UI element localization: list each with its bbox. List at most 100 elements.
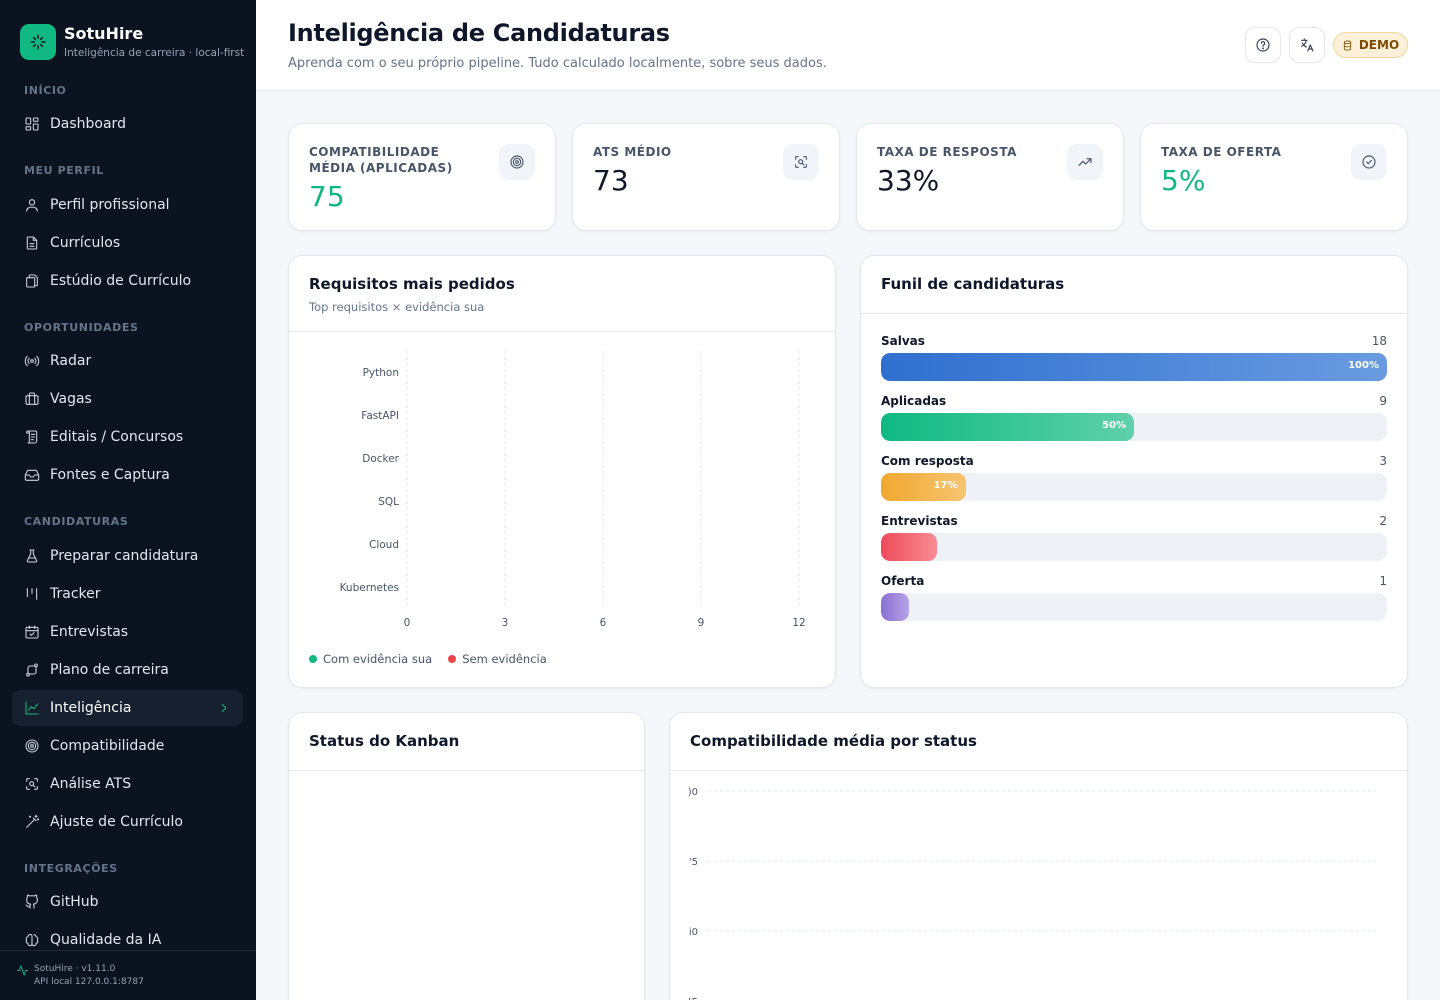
- database-icon: [1343, 40, 1351, 50]
- calendar-icon: [25, 625, 39, 639]
- stat-card-oferta: TAXA DE OFERTA 5%: [1140, 123, 1408, 231]
- legend-item[interactable]: Sem evidência: [462, 652, 547, 666]
- stat-value: 5%: [1161, 164, 1206, 197]
- sidebar-item-estudio[interactable]: Estúdio de Currículo: [12, 263, 243, 299]
- sidebar-item-plano[interactable]: Plano de carreira: [12, 652, 243, 688]
- brand-tagline: Inteligência de carreira · local-first: [64, 47, 245, 59]
- sidebar-item-editais[interactable]: Editais / Concursos: [12, 419, 243, 455]
- target-icon: [510, 155, 524, 169]
- scan-icon: [26, 778, 38, 790]
- stat-icon: [1067, 144, 1103, 180]
- sidebar-item-label: Ajuste de Currículo: [50, 814, 183, 830]
- nav-section-oportunidades: OPORTUNIDADES: [24, 321, 139, 334]
- funnel-stage-label: Aplicadas: [881, 394, 947, 408]
- funnel-stage-label: Oferta: [881, 574, 925, 588]
- target-icon: [25, 739, 39, 753]
- sidebar-item-radar[interactable]: Radar: [12, 343, 243, 379]
- chart-line-icon: [25, 701, 39, 715]
- stat-icon: [1351, 144, 1387, 180]
- sidebar-item-label: Entrevistas: [50, 624, 129, 640]
- sidebar-item-qualidade-ia[interactable]: Qualidade da IA: [12, 922, 243, 958]
- brand[interactable]: SotuHire Inteligência de carreira · loca…: [20, 23, 244, 61]
- x-tick-label: 12: [792, 617, 805, 629]
- y-tick-label: '5: [689, 857, 698, 868]
- sidebar-item-github[interactable]: GitHub: [12, 884, 243, 920]
- legend-item[interactable]: Com evidência sua: [323, 652, 433, 666]
- sidebar-item-label: Perfil profissional: [50, 197, 170, 213]
- funnel-stage-count: 3: [1379, 454, 1387, 468]
- stat-label: ATS MÉDIO: [593, 145, 672, 159]
- card-title: Status do Kanban: [309, 732, 460, 750]
- file-icon: [26, 236, 38, 250]
- sidebar-item-vagas[interactable]: Vagas: [12, 381, 243, 417]
- sidebar-item-label: Tracker: [50, 586, 101, 602]
- sidebar-item-entrevistas[interactable]: Entrevistas: [12, 614, 243, 650]
- sidebar-item-curriculos[interactable]: Currículos: [12, 225, 243, 261]
- sidebar-item-preparar[interactable]: Preparar candidatura: [12, 538, 243, 574]
- card-subtitle: Top requisitos × evidência sua: [309, 300, 485, 314]
- funnel-stage-label: Entrevistas: [881, 514, 958, 528]
- sidebar-item-dashboard[interactable]: Dashboard: [12, 106, 243, 142]
- stat-icon: [783, 144, 819, 180]
- stat-value: 75: [309, 180, 345, 213]
- funnel-card: Funil de candidaturas Salvas 18 100% Aplica…: [860, 255, 1408, 688]
- brain-icon: [25, 933, 39, 947]
- sidebar-item-fontes[interactable]: Fontes e Captura: [12, 457, 243, 493]
- funnel-bar-fill[interactable]: 100%: [881, 353, 1387, 381]
- funnel-bar-track: 100%: [881, 353, 1387, 381]
- flask-icon: [26, 549, 38, 563]
- sidebar-item-ajuste[interactable]: Ajuste de Currículo: [12, 804, 243, 840]
- page-title: Inteligência de Candidaturas: [288, 19, 670, 47]
- sidebar-item-inteligencia[interactable]: Inteligência: [12, 690, 243, 726]
- sidebar-item-label: Currículos: [50, 235, 121, 251]
- demo-badge[interactable]: DEMO: [1333, 32, 1408, 58]
- nav-section-integracoes: INTEGRAÇÕES: [24, 862, 118, 875]
- sidebar-item-label: Dashboard: [50, 116, 126, 132]
- funnel-bar-fill[interactable]: 50%: [881, 413, 1134, 441]
- funnel-bar-track: 17%: [881, 473, 1387, 501]
- sidebar-item-label: Preparar candidatura: [50, 548, 199, 564]
- sidebar-item-ats[interactable]: Análise ATS: [12, 766, 243, 802]
- card-divider: [289, 331, 835, 332]
- help-button[interactable]: [1245, 27, 1281, 63]
- logo-icon: [20, 24, 56, 60]
- sidebar-item-label: Análise ATS: [50, 776, 132, 792]
- sidebar-item-label: Fontes e Captura: [50, 467, 170, 483]
- sidebar-item-label: Editais / Concursos: [50, 429, 184, 445]
- funnel-stage-label: Com resposta: [881, 454, 974, 468]
- y-tick-label: FastAPI: [361, 410, 399, 422]
- x-tick-label: 3: [502, 617, 509, 629]
- language-button[interactable]: [1289, 27, 1325, 63]
- x-tick-label: 6: [600, 617, 607, 629]
- stat-label: COMPATIBILIDADE MÉDIA (APLICADAS): [309, 145, 453, 175]
- funnel-bar-fill[interactable]: [881, 593, 910, 621]
- sidebar-item-compatibilidade[interactable]: Compatibilidade: [12, 728, 243, 764]
- stat-card-ats: ATS MÉDIO 73: [572, 123, 840, 231]
- sidebar: SotuHire Inteligência de carreira · loca…: [0, 0, 256, 1000]
- card-title: Requisitos mais pedidos: [309, 275, 515, 293]
- files-icon: [26, 274, 38, 288]
- sidebar-item-label: Inteligência: [50, 700, 132, 716]
- sidebar-item-tracker[interactable]: Tracker: [12, 576, 243, 612]
- funnel-bar-fill[interactable]: [881, 533, 938, 561]
- compat-status-chart: )0 '5 i0 !5: [688, 787, 1376, 1000]
- nav-section-candidaturas: CANDIDATURAS: [24, 515, 129, 528]
- funnel-bar-percent: 50%: [1102, 420, 1126, 431]
- stat-label: TAXA DE RESPOSTA: [877, 145, 1017, 159]
- sidebar-item-perfil[interactable]: Perfil profissional: [12, 187, 243, 223]
- stat-value: 33%: [877, 164, 940, 197]
- stat-icon: [499, 144, 535, 180]
- card-divider: [289, 770, 644, 771]
- stat-card-compatibilidade: COMPATIBILIDADE MÉDIA (APLICADAS) 75: [288, 123, 556, 231]
- sidebar-item-label: GitHub: [50, 894, 99, 910]
- funnel-bar-track: 50%: [881, 413, 1387, 441]
- wand-icon: [26, 814, 40, 828]
- funnel-bar-percent: 17%: [933, 480, 958, 491]
- activity-icon: [17, 964, 28, 977]
- github-icon: [25, 894, 38, 909]
- sidebar-item-label: Radar: [50, 353, 92, 369]
- funnel-stage-count: 18: [1371, 334, 1387, 348]
- chevron-right-icon: [217, 701, 231, 715]
- help-circle-icon: [1256, 38, 1270, 52]
- funnel-bar-fill[interactable]: 17%: [881, 473, 966, 501]
